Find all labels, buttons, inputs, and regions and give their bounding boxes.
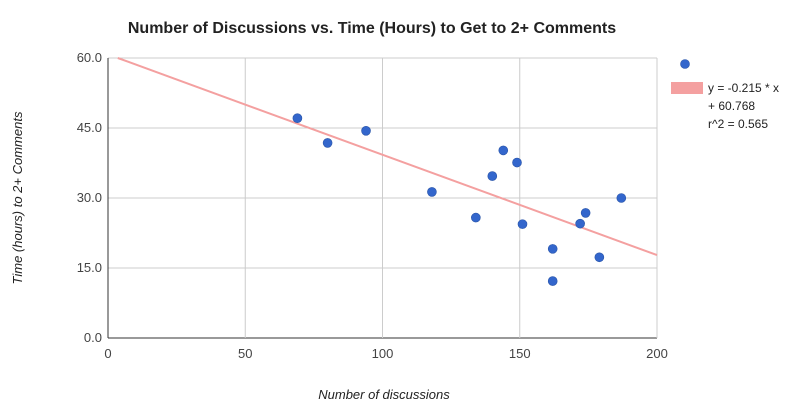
scatter-point (498, 145, 509, 156)
y-tick-label: 60.0 (77, 50, 102, 65)
scatter-points (292, 113, 627, 286)
scatter-point (580, 208, 591, 218)
scatter-point (322, 138, 333, 148)
scatter-point (616, 193, 627, 203)
x-tick-label: 150 (509, 346, 531, 361)
scatter-point (512, 157, 522, 168)
scatter-point (547, 244, 558, 254)
y-tick-label: 30.0 (77, 190, 102, 205)
scatter-point (361, 126, 371, 136)
gridlines (107, 57, 658, 339)
y-tick-label: 15.0 (77, 260, 102, 275)
trendline (117, 57, 658, 257)
legend-text-line-1: y = -0.215 * x (708, 81, 779, 95)
scatter-point (575, 218, 585, 229)
x-tick-label: 200 (646, 346, 668, 361)
scatter-point (471, 212, 481, 223)
x-axis-ticks: 0 50 100 150 200 (104, 346, 667, 361)
legend-marker-points (680, 59, 690, 69)
scatter-point (487, 171, 498, 181)
legend-text-line-3: r^2 = 0.565 (708, 117, 768, 131)
legend-text-line-2: + 60.768 (708, 99, 755, 113)
x-tick-label: 0 (104, 346, 111, 361)
legend-swatch-trendline (671, 82, 703, 94)
trendline-layer (117, 57, 658, 257)
scatter-point (547, 276, 558, 286)
scatter-point (517, 219, 528, 229)
y-tick-label: 0.0 (84, 330, 102, 345)
y-tick-label: 45.0 (77, 120, 102, 135)
scatter-point (594, 252, 605, 263)
x-tick-label: 100 (372, 346, 394, 361)
x-tick-label: 50 (238, 346, 252, 361)
x-axis-label: Number of discussions (318, 387, 450, 402)
scatter-point (427, 187, 437, 197)
chart-title: Number of Discussions vs. Time (Hours) t… (128, 20, 616, 37)
y-axis-label: Time (hours) to 2+ Comments (10, 111, 25, 284)
scatter-point (292, 113, 303, 123)
y-axis-ticks: 0.0 15.0 30.0 45.0 60.0 (77, 50, 102, 345)
legend: y = -0.215 * x + 60.768 r^2 = 0.565 (671, 59, 779, 131)
